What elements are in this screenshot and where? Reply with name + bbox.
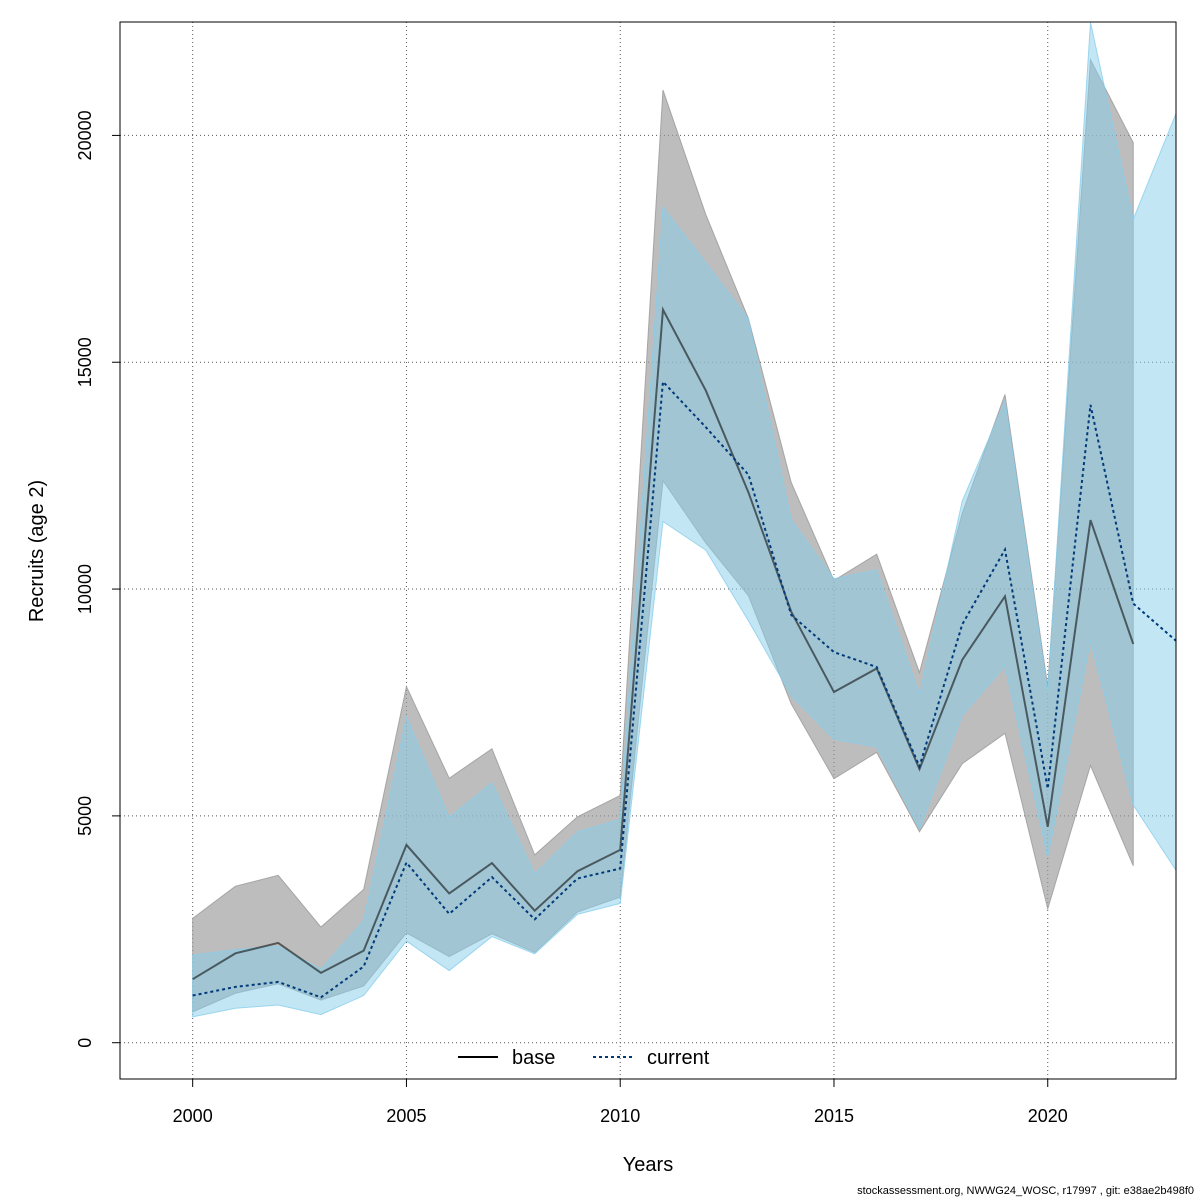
line-current [192, 379, 1177, 999]
x-axis: 2000 2005 2010 2015 2020 [173, 1078, 1068, 1126]
line-base [192, 306, 1135, 981]
y-axis-title: Recruits (age 2) [26, 480, 48, 622]
y-tick-label: 15000 [75, 337, 95, 387]
x-tick-label: 2015 [814, 1106, 854, 1126]
footer-text: stockassessment.org, NWWG24_WOSC, r17997… [857, 1185, 1194, 1197]
x-tick-label: 2000 [173, 1106, 213, 1126]
confidence-bands [192, 22, 1177, 1018]
legend: base current [458, 1047, 710, 1069]
series-lines [192, 306, 1177, 999]
y-axis: 0 5000 10000 15000 20000 [75, 110, 121, 1048]
y-tick-label: 5000 [75, 796, 95, 836]
y-tick-label: 10000 [75, 564, 95, 614]
legend-label-current: current [647, 1047, 710, 1069]
x-tick-label: 2010 [600, 1106, 640, 1126]
y-tick-label: 0 [75, 1038, 95, 1048]
legend-label-base: base [512, 1047, 555, 1069]
x-tick-label: 2020 [1028, 1106, 1068, 1126]
x-tick-label: 2005 [386, 1106, 426, 1126]
y-tick-label: 20000 [75, 110, 95, 160]
x-axis-title: Years [623, 1154, 673, 1176]
